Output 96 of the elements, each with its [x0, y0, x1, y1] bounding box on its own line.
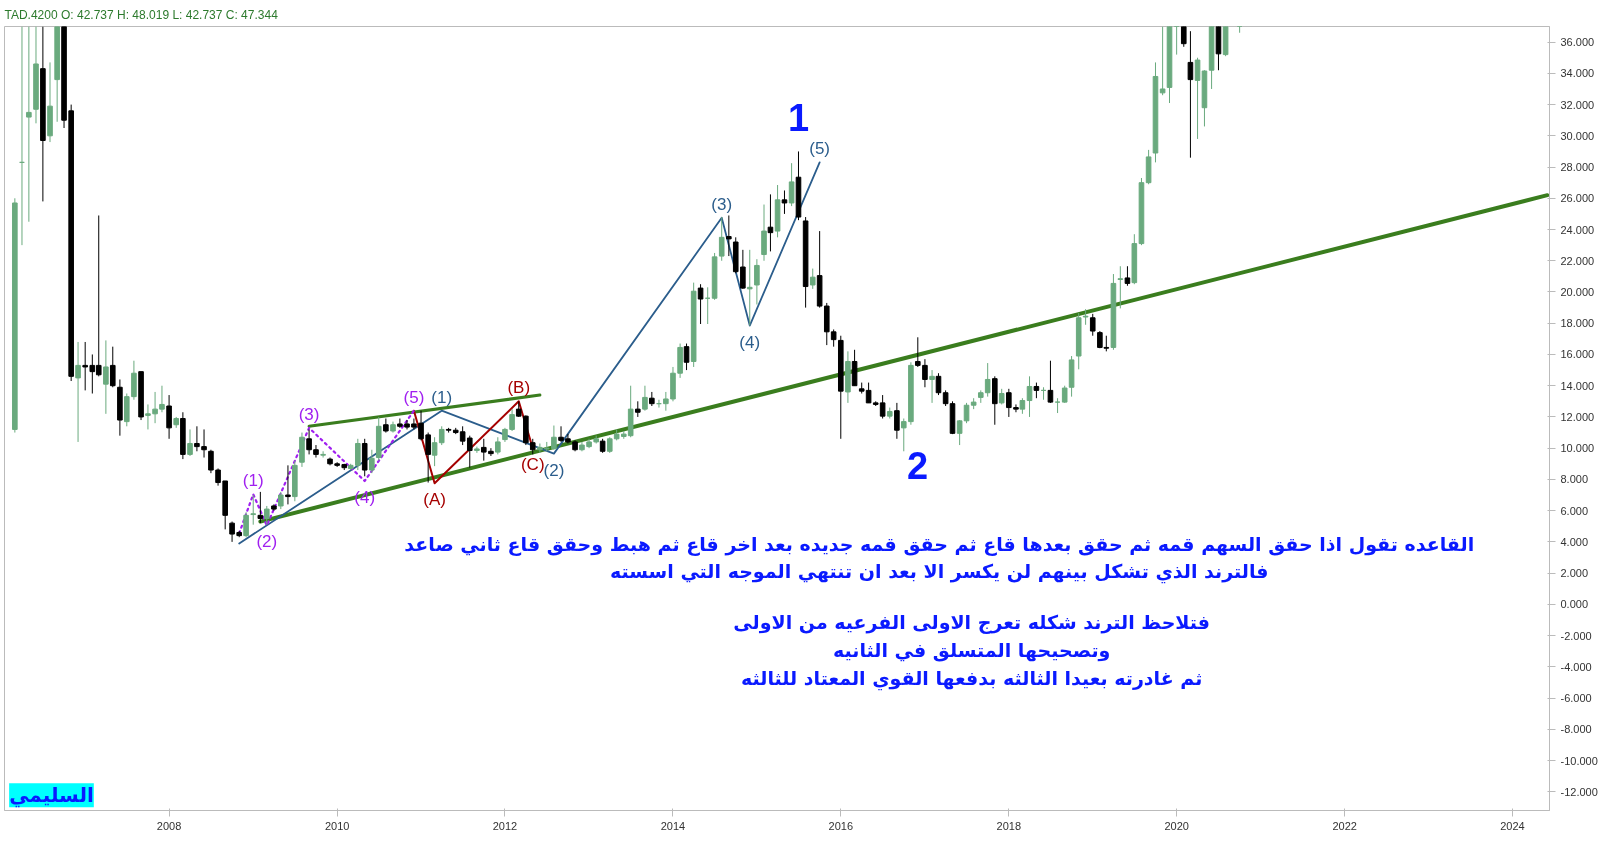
- annotation: وتصحيحها المتسلق في الثانيه: [833, 638, 1111, 662]
- y-tick-label: -4.000: [1560, 660, 1592, 673]
- y-tick-label: -10.000: [1560, 754, 1598, 767]
- y-tick-label: 18.000: [1560, 317, 1595, 330]
- annotation: (5): [809, 139, 831, 159]
- candlestick: [369, 449, 375, 474]
- annotation: (B): [507, 378, 531, 398]
- annotation: 1: [788, 96, 810, 139]
- x-tick-label: 2020: [1164, 819, 1189, 832]
- candlestick: [929, 369, 935, 404]
- y-tick-label: 4.000: [1560, 535, 1589, 548]
- candlestick: [1187, 30, 1194, 159]
- annotation: (1): [242, 471, 264, 491]
- x-tick-label: 2014: [660, 819, 686, 832]
- y-tick-label: 22.000: [1560, 254, 1595, 267]
- candlestick: [109, 346, 116, 388]
- y-tick-label: -12.000: [1560, 785, 1598, 798]
- annotation: السليمي: [9, 783, 94, 809]
- y-tick-label: 20.000: [1560, 286, 1595, 298]
- annotation: (2): [256, 532, 278, 552]
- candlestick: [250, 494, 257, 526]
- candlestick: [438, 425, 445, 446]
- candlestick: [431, 436, 438, 467]
- x-tick-label: 2016: [828, 819, 854, 832]
- annotation: (3): [298, 404, 320, 424]
- candlestick: [166, 394, 172, 440]
- annotation: (2): [543, 460, 565, 480]
- candlestick: [257, 491, 264, 524]
- y-tick-label: -6.000: [1560, 692, 1592, 705]
- y-tick-label: 26.000: [1560, 192, 1595, 205]
- candlestick: [663, 391, 669, 412]
- candlestick: [894, 402, 900, 440]
- candlestick: [683, 343, 690, 371]
- y-tick-label: -8.000: [1560, 723, 1592, 736]
- annotation: 2: [907, 445, 929, 488]
- candlestick: [767, 193, 774, 252]
- annotation: القاعده تقول اذا حقق السهم قمه ثم حقق بعدها قاع ثم حقق قمه جديده بعد اخر قاع ثم هبط وحقق قاع ثاني صاعد: [404, 532, 1475, 556]
- candlestick: [746, 249, 753, 327]
- x-tick-label: 2022: [1332, 819, 1357, 832]
- candlestick: [761, 204, 767, 262]
- annotation: (3): [711, 194, 733, 214]
- chart-title: TAD.4200 O: 42.737 H: 48.019 L: 42.737 C: 47.344: [4, 7, 279, 22]
- annotation: (4): [739, 332, 761, 352]
- x-tick-label: 2008: [156, 819, 182, 832]
- x-tick-label: 2012: [492, 819, 518, 832]
- y-tick-label: -2.000: [1560, 629, 1592, 642]
- candlestick: [1117, 265, 1124, 309]
- y-tick-label: 2.000: [1560, 567, 1589, 580]
- annotation: (C): [520, 455, 545, 475]
- y-tick-label: 12.000: [1560, 410, 1595, 423]
- y-tick-label: 36.000: [1560, 36, 1595, 49]
- candlestick: [263, 505, 270, 526]
- candlestick: [320, 450, 326, 459]
- candlestick: [809, 268, 816, 290]
- y-tick-label: 6.000: [1560, 504, 1589, 517]
- candlestick: [208, 449, 214, 474]
- candlestick: [103, 339, 109, 415]
- y-tick-label: 34.000: [1560, 67, 1595, 80]
- x-tick-label: 2010: [324, 819, 350, 832]
- y-tick-label: 28.000: [1560, 161, 1595, 174]
- candlestick: [642, 385, 648, 412]
- candlestick: [1159, 26, 1166, 96]
- x-tick-label: 2018: [996, 819, 1022, 832]
- annotation: (1): [431, 387, 453, 407]
- candlestick: [75, 341, 81, 443]
- x-tick-label: 2024: [1500, 819, 1525, 832]
- candlestick: [1089, 313, 1096, 337]
- candlestick: [26, 26, 32, 223]
- candlestick: [1124, 265, 1131, 287]
- line-series: [238, 409, 416, 535]
- y-tick-label: 16.000: [1560, 348, 1595, 361]
- y-tick-label: 8.000: [1560, 473, 1589, 486]
- annotation: فالترند الذي تشكل بينهم لن يكسر الا بعد ان تنتهي الموجه التي اسسته: [609, 560, 1269, 585]
- annotation: ثم غادرته بعيدا الثالثه بدفعها القوي المعتاد للثالثه: [740, 667, 1203, 691]
- annotation: (A): [423, 490, 446, 510]
- y-tick-label: 14.000: [1560, 379, 1595, 392]
- candlestick: [474, 446, 480, 454]
- candlestick: [1026, 375, 1033, 418]
- y-tick-label: 32.000: [1560, 98, 1595, 111]
- candlestick: [956, 419, 963, 446]
- annotation: (5): [403, 387, 425, 407]
- candlestick: [781, 189, 788, 215]
- candlestick: [697, 283, 704, 325]
- candlestick: [285, 464, 291, 505]
- candlestick: [187, 428, 193, 457]
- candlestick: [718, 216, 725, 262]
- annotation: فتلاحظ الترند شكله تعرج الاولى الفرعيه من الاولى: [733, 610, 1210, 634]
- y-tick-label: 24.000: [1560, 223, 1595, 236]
- candlestick: [243, 511, 249, 538]
- candlestick: [1047, 360, 1054, 404]
- y-tick-label: 30.000: [1560, 129, 1595, 142]
- y-tick-label: 0.000: [1560, 598, 1589, 611]
- y-tick-label: 10.000: [1560, 442, 1595, 455]
- candlestick: [726, 214, 732, 257]
- candlestick: [754, 258, 760, 305]
- candlestick: [788, 162, 795, 207]
